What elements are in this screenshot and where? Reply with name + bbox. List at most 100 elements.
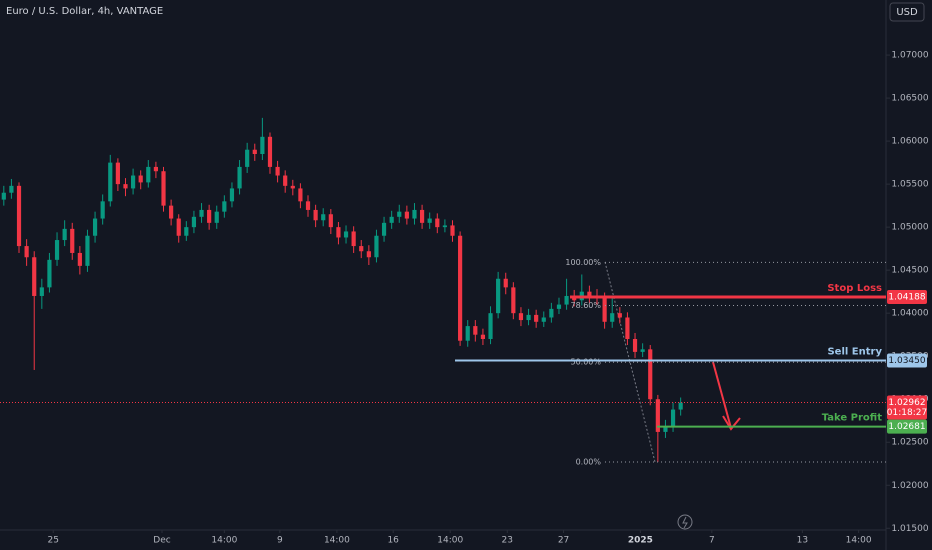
last-price-label: 1.02962 — [888, 398, 925, 408]
level-price-box — [887, 353, 927, 368]
y-tick-label: 1.05500 — [891, 180, 928, 190]
fib-label: 78.60% — [570, 301, 601, 310]
x-tick-label: 23 — [502, 536, 513, 546]
candle-body — [9, 185, 14, 193]
candle-body — [648, 349, 653, 400]
candle-body — [130, 175, 136, 189]
y-tick-label: 1.07000 — [891, 51, 928, 61]
x-tick-label: 7 — [709, 536, 715, 546]
candle-body — [115, 162, 120, 185]
candle-body — [549, 308, 554, 318]
candle-body — [366, 251, 371, 258]
candle-body — [176, 218, 181, 236]
candle-body — [245, 149, 250, 167]
candle-body — [343, 231, 349, 238]
x-tick-label: 14:00 — [846, 536, 872, 546]
candle-body — [518, 313, 524, 321]
candle-body — [359, 246, 364, 252]
arrow-shaft — [712, 361, 732, 429]
x-tick-label: 13 — [797, 536, 808, 546]
candle-body — [610, 313, 615, 322]
candle-body — [47, 259, 52, 288]
candle-body — [32, 257, 37, 296]
x-tick-label: Dec — [153, 536, 170, 546]
x-tick-label: 27 — [558, 536, 569, 546]
candle-body — [283, 175, 288, 186]
candle-body — [374, 235, 379, 258]
candle-body — [617, 313, 622, 318]
candle-body — [427, 218, 432, 223]
candle-body — [412, 209, 417, 219]
y-tick-label: 1.04500 — [891, 266, 928, 276]
candle-body — [54, 240, 60, 260]
x-tick-label: 25 — [48, 536, 59, 546]
candle-body — [191, 216, 197, 228]
candle-body — [465, 326, 470, 341]
candle-body — [1, 192, 6, 200]
candle-body — [389, 216, 394, 223]
candle-body — [252, 149, 257, 155]
level-name: Stop Loss — [827, 283, 882, 294]
candle-body — [169, 205, 174, 219]
level-price: 1.03450 — [888, 356, 925, 366]
y-tick-label: 1.01500 — [891, 524, 928, 534]
x-tick-label: 9 — [277, 536, 283, 546]
fib-label: 0.00% — [576, 458, 602, 467]
candle-body — [442, 225, 447, 228]
candle-body — [503, 278, 508, 288]
y-tick-label: 1.06500 — [891, 94, 928, 104]
candle-body — [77, 252, 82, 266]
symbol-title: Euro / U.S. Dollar, 4h, VANTAGE — [6, 6, 163, 17]
replay-icon[interactable] — [677, 514, 693, 530]
candle-body — [640, 349, 645, 352]
candle-body — [419, 209, 425, 223]
level-price: 1.04188 — [888, 293, 925, 303]
candle-body — [161, 171, 166, 206]
candle-body — [85, 235, 90, 266]
candle-body — [541, 317, 546, 322]
candle-body — [313, 209, 318, 221]
candle-body — [655, 399, 660, 432]
candle-body — [397, 211, 402, 217]
candle-body — [237, 166, 242, 189]
candle-body — [488, 313, 493, 339]
candle-body — [321, 214, 326, 221]
candle-body — [184, 227, 189, 236]
candle-body — [670, 409, 676, 427]
last-price-box — [887, 395, 927, 420]
candle-body — [146, 166, 151, 183]
y-tick-label: 1.05000 — [891, 223, 928, 233]
currency-button[interactable] — [889, 2, 925, 22]
candle-body — [511, 287, 516, 314]
candle-body — [214, 211, 219, 223]
candle-body — [458, 235, 463, 341]
candle-body — [108, 162, 113, 202]
fib-label: 100.00% — [565, 258, 601, 267]
x-tick-label: 2025 — [628, 536, 653, 546]
candle-body — [663, 426, 668, 432]
candle-body — [351, 231, 356, 247]
candle-body — [39, 287, 44, 296]
currency-label[interactable]: USD — [896, 7, 918, 18]
candle-body — [404, 211, 409, 219]
countdown: 01:18:27 — [887, 408, 927, 418]
candle-body — [153, 166, 158, 172]
x-tick-label: 14:00 — [324, 536, 350, 546]
candle-body — [435, 218, 440, 228]
candle-body — [275, 166, 280, 176]
candle-body — [62, 228, 67, 241]
candle-body — [496, 278, 501, 314]
x-tick-label: 16 — [387, 536, 399, 546]
candle-body — [328, 214, 333, 228]
candle-body — [138, 175, 143, 183]
candle-body — [632, 338, 638, 352]
candle-body — [534, 314, 539, 322]
arrow-head — [722, 415, 741, 431]
candle-body — [222, 201, 227, 212]
x-tick-label: 14:00 — [437, 536, 463, 546]
level-price: 1.02681 — [888, 422, 925, 432]
candle-body — [556, 304, 562, 309]
x-tick-label: 14:00 — [211, 536, 237, 546]
